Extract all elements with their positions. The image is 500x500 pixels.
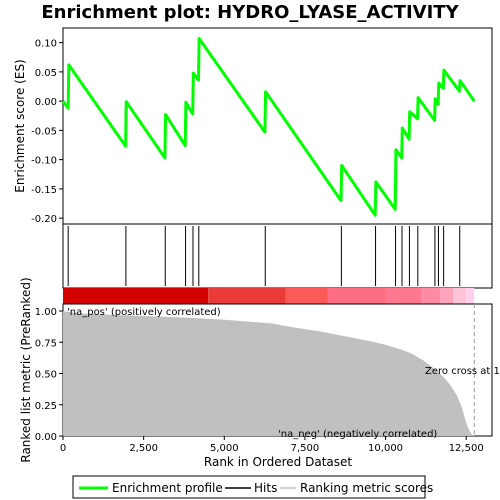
- ranking-metric-area: [63, 311, 475, 436]
- es-y-tick-label: 0.00: [35, 97, 57, 108]
- metric-y-tick-label: 0.00: [35, 432, 57, 443]
- es-y-tick-label: 0.10: [35, 39, 57, 50]
- es-y-axis: -0.20 -0.15 -0.10 -0.05 0.00 0.05 0.10: [31, 39, 63, 225]
- es-y-tick-label: -0.10: [31, 156, 57, 167]
- x-tick-label: 7,500: [291, 443, 320, 454]
- x-tick-label: 5,000: [210, 443, 239, 454]
- metric-y-tick-label: 1.00: [35, 307, 57, 318]
- es-y-axis-label: Enrichment score (ES): [13, 59, 27, 192]
- legend-label-enrichment-profile: Enrichment profile: [112, 481, 223, 495]
- es-y-tick-label: -0.05: [31, 126, 57, 137]
- heatmap-segment: [440, 288, 454, 304]
- heatmap-segment: [421, 288, 441, 304]
- enrichment-score-panel: -0.20 -0.15 -0.10 -0.05 0.00 0.05 0.10 Enrichm…: [13, 27, 493, 225]
- heatmap-segment: [453, 288, 467, 304]
- hits-panel-frame: [62, 223, 493, 289]
- x-tick-label: 2,500: [129, 443, 158, 454]
- heatmap-segment: [466, 288, 475, 304]
- legend-label-ranking-metric: Ranking metric scores: [300, 481, 433, 495]
- zero-cross-label: Zero cross at 1: [425, 366, 500, 377]
- rank-heatmap-bar: [63, 288, 475, 304]
- heatmap-segment: [327, 288, 386, 304]
- metric-y-tick-label: 0.25: [35, 401, 57, 412]
- enrichment-profile-line: [61, 37, 476, 217]
- metric-y-tick-label: 0.50: [35, 370, 57, 381]
- es-y-tick-label: 0.05: [35, 68, 57, 79]
- es-panel-frame: [62, 27, 493, 225]
- hit-markers: [67, 226, 461, 286]
- hits-panel: [62, 223, 493, 289]
- metric-y-axis-label: Ranked list metric (PreRanked): [19, 277, 33, 462]
- x-tick-label: 0: [60, 443, 66, 454]
- metric-y-tick-label: 0.75: [35, 338, 57, 349]
- legend-label-hits: Hits: [254, 481, 277, 495]
- chart-title: Enrichment plot: HYDRO_LYASE_ACTIVITY: [41, 2, 459, 23]
- es-y-tick-label: -0.15: [31, 185, 57, 196]
- x-tick-label: 12,500: [449, 443, 484, 454]
- legend-frame: [72, 475, 426, 499]
- x-axis-label: Rank in Ordered Dataset: [204, 455, 352, 469]
- heatmap-segment: [208, 288, 286, 304]
- es-y-tick-label: -0.20: [31, 214, 57, 225]
- metric-y-axis: 0.00 0.25 0.50 0.75 1.00: [35, 307, 63, 443]
- heatmap-segment: [285, 288, 328, 304]
- legend: Enrichment profile Hits Ranking metric s…: [72, 475, 433, 499]
- x-axis: 0 2,500 5,000 7,500 10,000 12,500: [60, 436, 484, 454]
- negative-correlation-label: 'na_neg' (negatively correlated): [278, 429, 437, 440]
- positive-correlation-label: 'na_pos' (positively correlated): [67, 307, 221, 318]
- ranked-metric-panel: 0.00 0.25 0.50 0.75 1.00 'na_pos' (positivel…: [19, 277, 500, 462]
- heatmap-segment: [385, 288, 422, 304]
- x-tick-label: 10,000: [368, 443, 403, 454]
- heatmap-segment: [63, 288, 209, 304]
